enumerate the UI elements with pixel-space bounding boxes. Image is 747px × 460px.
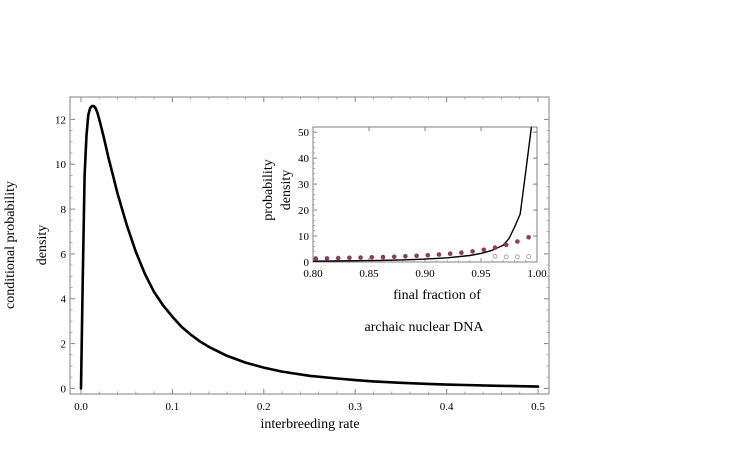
inset-filled-dot (358, 255, 363, 260)
inset-filled-dot (414, 253, 419, 259)
inset-y-tick-label: 20 (298, 205, 310, 217)
main-y-tick-label: 10 (55, 159, 67, 171)
inset-y-tick-label: 10 (298, 231, 310, 243)
inset-open-dot (492, 253, 498, 259)
inset-filled-dot (369, 254, 375, 260)
main-y-tick-label: 0 (61, 383, 67, 395)
main-x-tick-label: 0.3 (348, 401, 362, 413)
main-tick-labels: 0.0 0.1 0.2 0.3 0.4 0.5 0 2 4 6 8 10 12 (55, 114, 545, 413)
inset-filled-dot (335, 255, 341, 261)
main-x-tick-label: 0.2 (257, 401, 271, 413)
inset-open-dot (503, 254, 509, 260)
inset-filled-dot (515, 239, 520, 244)
inset-filled-dot (403, 253, 408, 259)
inset-series-line (312, 126, 533, 262)
main-y-tick-label: 2 (61, 339, 67, 351)
inset-tick-labels: 0.80 0.85 0.90 0.95 1.00 0 10 20 30 40 50 (298, 127, 547, 280)
main-y-tick-label: 4 (61, 294, 67, 306)
inset-filled-dot (324, 256, 330, 261)
main-x-tick-label: 0.0 (74, 401, 88, 413)
inset-filled-dot (447, 251, 453, 256)
main-y-axis-label-line1: conditional probability (3, 181, 18, 309)
main-y-tick-label: 12 (55, 114, 66, 126)
inset-open-dot (526, 254, 531, 259)
inset-ticks (312, 127, 538, 263)
inset-x-tick-label: 0.85 (359, 268, 379, 280)
inset-x-tick-label: 0.80 (303, 268, 323, 280)
inset-filled-dot (380, 254, 386, 260)
inset-filled-dot (391, 254, 397, 260)
inset-y-tick-label: 30 (298, 179, 310, 191)
inset-filled-dot (481, 247, 487, 253)
inset-filled-dot (526, 235, 531, 240)
inset-x-axis-label-line2: archaic nuclear DNA (365, 320, 485, 335)
inset-y-tick-label: 0 (304, 257, 310, 269)
main-y-tick-label: 8 (61, 204, 67, 216)
main-ticks (70, 97, 549, 394)
inset-filled-dot (425, 253, 431, 258)
inset-open-dot (515, 254, 520, 260)
inset-filled-dot (503, 242, 509, 248)
main-plot-frame (69, 96, 550, 395)
main-series-line (79, 104, 540, 390)
inset-series (312, 126, 533, 262)
main-x-tick-label: 0.5 (531, 401, 545, 413)
inset-x-axis-label-line1: final fraction of (393, 288, 481, 303)
main-x-tick-label: 0.4 (440, 401, 454, 413)
inset-y-axis-label-line2: density (279, 170, 294, 210)
inset-x-tick-label: 1.00 (527, 268, 547, 280)
main-y-tick-label: 6 (61, 249, 67, 261)
inset-y-tick-label: 50 (298, 127, 310, 139)
inset-filled-dot (470, 249, 475, 254)
inset-x-tick-label: 0.90 (415, 268, 435, 280)
main-x-axis-label: interbreeding rate (260, 417, 359, 432)
inset-x-tick-label: 0.95 (471, 268, 491, 280)
inset-filled-dot (313, 256, 319, 261)
inset-filled-dot (347, 255, 352, 261)
main-series (79, 104, 540, 390)
inset-filled-dot (492, 245, 498, 250)
main-y-axis-label-line2: density (35, 225, 50, 265)
inset-filled-dot (436, 252, 442, 257)
inset-y-axis-label-line1: probability (261, 159, 276, 220)
main-x-tick-label: 0.1 (166, 401, 180, 413)
inset-y-tick-label: 40 (298, 153, 310, 165)
inset-filled-dot (459, 250, 464, 255)
inset-plot-background (313, 127, 537, 262)
